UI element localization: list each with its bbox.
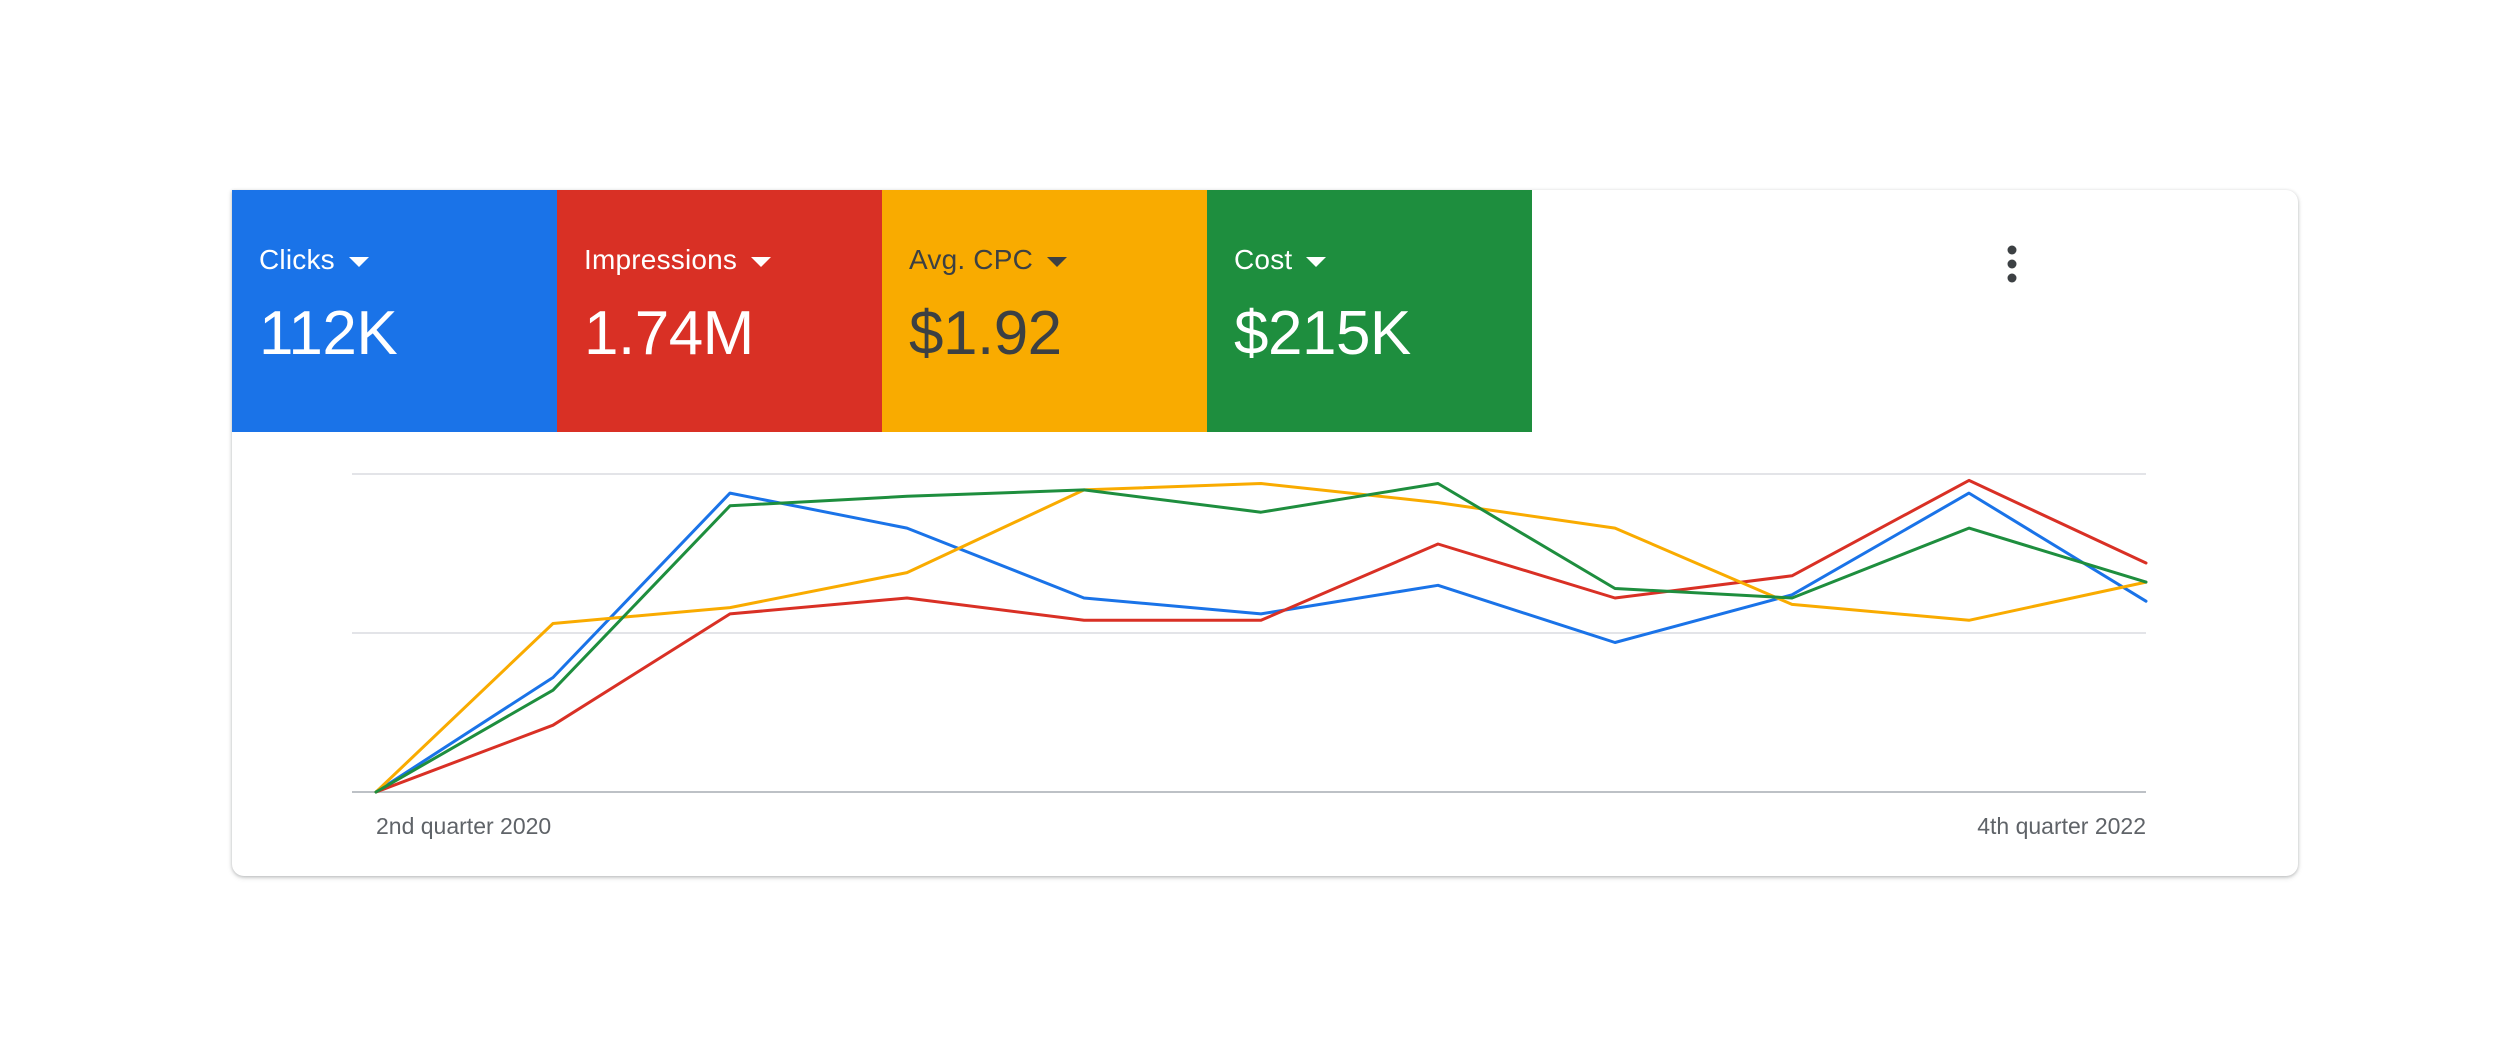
metric-header: Impressions <box>584 242 882 278</box>
chart-series <box>374 478 2148 794</box>
x-tick-label: 4th quarter 2022 <box>1977 813 2146 839</box>
metric-header: Clicks <box>259 242 557 278</box>
metric-tile-impressions[interactable]: Impressions 1.74M <box>557 190 882 432</box>
series-line-avg-cpc[interactable] <box>374 482 2148 794</box>
metric-label: Cost <box>1234 244 1293 275</box>
metric-tile-avg-cpc[interactable]: Avg. CPC $1.92 <box>882 190 1207 432</box>
series-line-clicks[interactable] <box>374 491 2148 794</box>
metric-value: $1.92 <box>909 299 1062 368</box>
metric-label: Impressions <box>584 244 738 275</box>
chart-grid <box>352 473 2146 793</box>
metric-label: Avg. CPC <box>909 244 1034 275</box>
metric-tiles: Clicks 112K Impressions 1.74M Avg. CPC $… <box>232 190 1532 432</box>
dropdown-arrow-icon[interactable] <box>1047 257 1068 267</box>
dropdown-arrow-icon[interactable] <box>348 257 369 267</box>
dropdown-arrow-icon[interactable] <box>751 257 772 267</box>
more-vert-icon <box>2007 245 2017 283</box>
metric-header: Cost <box>1234 242 1532 278</box>
dropdown-arrow-icon[interactable] <box>1306 257 1327 267</box>
metric-value: $215K <box>1234 299 1411 368</box>
x-tick-label: 2nd quarter 2020 <box>376 813 551 839</box>
metric-value: 1.74M <box>584 299 754 368</box>
series-line-cost[interactable] <box>374 482 2148 794</box>
chart-x-axis: 2nd quarter 2020 4th quarter 2022 <box>376 813 2146 839</box>
series-line-impressions[interactable] <box>374 478 2148 794</box>
metric-tile-cost[interactable]: Cost $215K <box>1207 190 1532 432</box>
metric-label: Clicks <box>259 244 335 275</box>
metric-tile-clicks[interactable]: Clicks 112K <box>232 190 557 432</box>
metric-value: 112K <box>259 299 398 368</box>
more-options-button[interactable] <box>1984 236 2040 292</box>
metric-header: Avg. CPC <box>909 242 1207 278</box>
